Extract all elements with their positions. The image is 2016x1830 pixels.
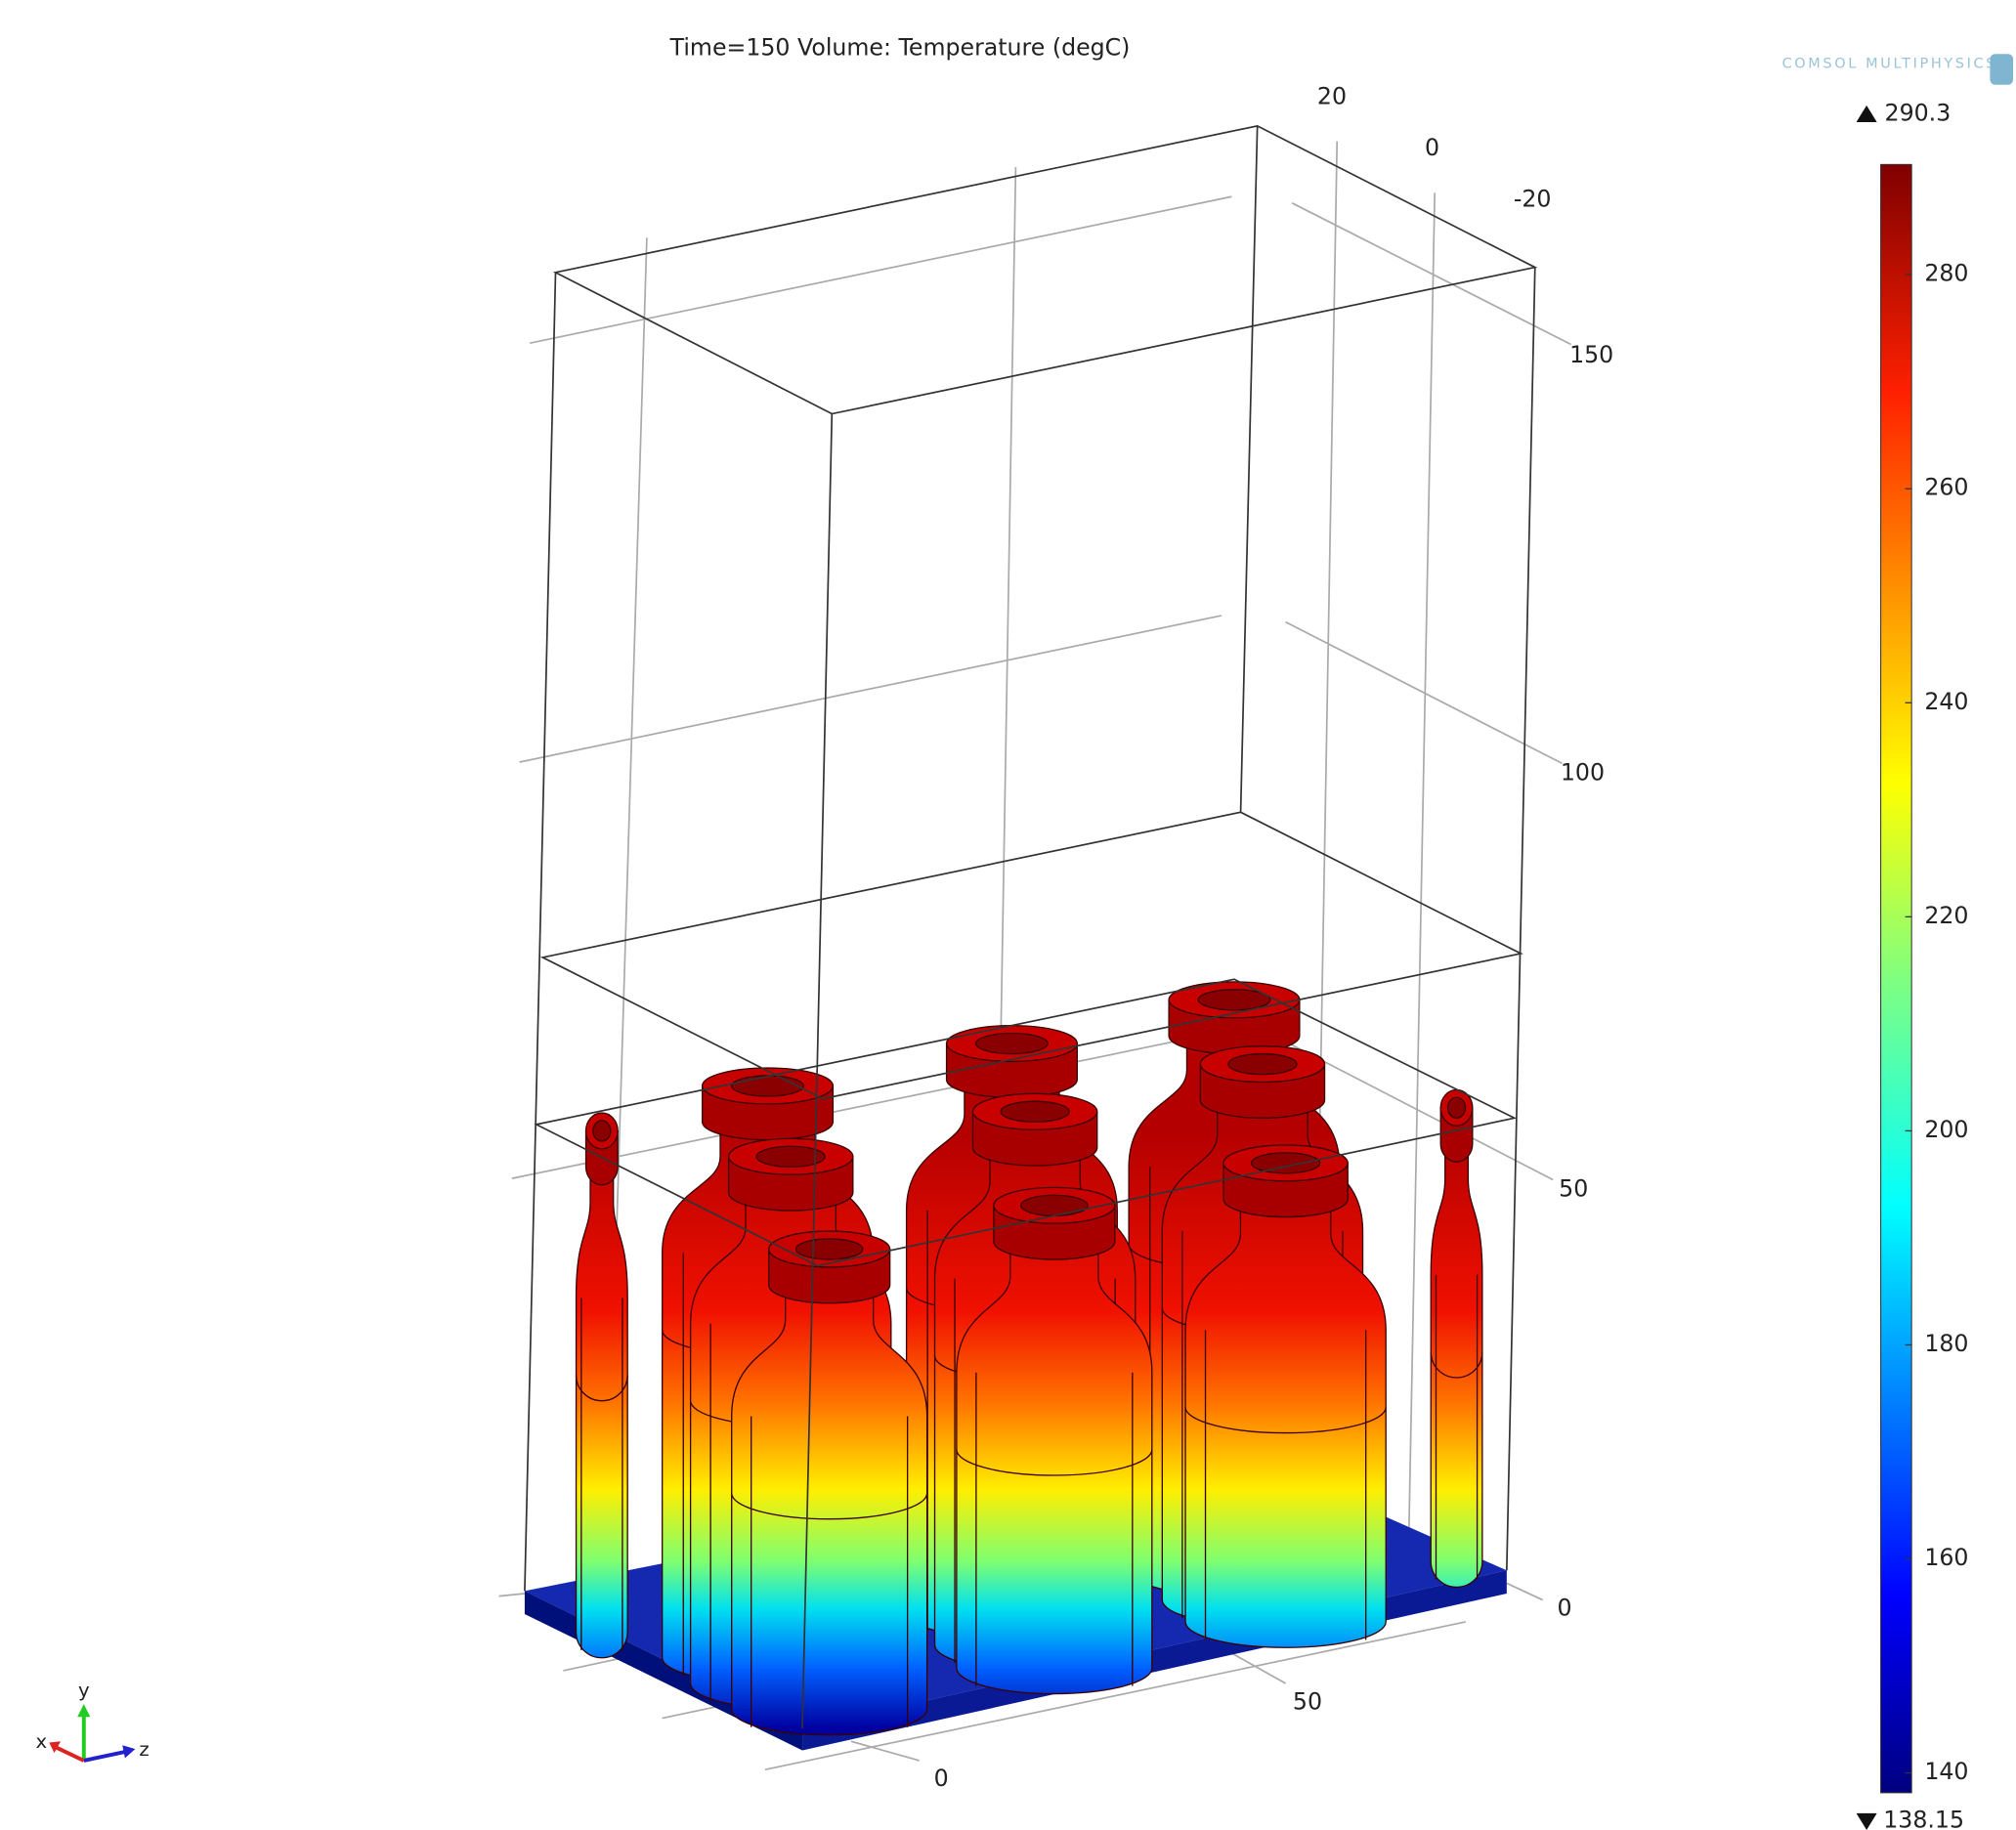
bottle-cap-hole <box>976 1034 1049 1054</box>
bottle-body <box>577 1167 628 1657</box>
axis-tick-label: 50 <box>1559 1174 1588 1202</box>
bottle-cap-hole <box>1001 1101 1069 1122</box>
colorbar-min-label: 138.15 <box>1883 1806 1964 1830</box>
min-marker <box>1857 1813 1877 1830</box>
axis-tick-label: 0 <box>934 1765 949 1792</box>
axis-tick-label: 50 <box>1293 1687 1322 1715</box>
colorbar-tick-label: 240 <box>1924 688 1968 715</box>
bottle-cap-hole <box>593 1121 611 1141</box>
plot-view: Time=150 Volume: Temperature (degC) COMS… <box>0 0 2016 1830</box>
logo: COMSOL MULTIPHYSICS <box>1782 57 1997 72</box>
axis-tick-label: -20 <box>1514 186 1552 213</box>
colorbar-tick-label: 280 <box>1924 260 1968 287</box>
axis-tick-label: 0 <box>1557 1594 1571 1621</box>
axis-tick-label: 20 <box>1317 82 1347 109</box>
colorbar-tick-label: 140 <box>1924 1758 1968 1785</box>
axis-tick-label: 100 <box>1561 758 1605 786</box>
page: {"header": {"title": "Time=150 Volume: T… <box>0 0 2016 1830</box>
axis-tick-label: 0 <box>1425 134 1439 161</box>
colorbar-gradient <box>1881 164 1912 1792</box>
colorbar-tick-label: 220 <box>1924 902 1968 929</box>
bottle-body <box>1431 1144 1482 1588</box>
max-marker <box>1857 106 1877 122</box>
bottles <box>577 982 1482 1735</box>
triad-label: z <box>139 1738 149 1761</box>
plot-title: Time=150 Volume: Temperature (degC) <box>669 33 1131 61</box>
colorbar-tick-label: 200 <box>1924 1116 1968 1143</box>
colorbar-tick-label: 180 <box>1924 1330 1968 1357</box>
bottle-cap-hole <box>1252 1153 1320 1173</box>
colorbar: 280 260 240 220 200 180 160 140 290.3 138.15 <box>1857 100 1969 1830</box>
bottle-cap-hole <box>1021 1195 1088 1215</box>
bottle-cap-hole <box>796 1239 863 1259</box>
colorbar-tick-label: 260 <box>1924 474 1968 501</box>
triad-label: x <box>36 1730 48 1753</box>
bottle-cap-hole <box>732 1076 804 1096</box>
axis-tick-label: 150 <box>1569 341 1613 368</box>
bottle-cap-hole <box>1448 1097 1466 1118</box>
colorbar-tick-label: 160 <box>1924 1544 1968 1571</box>
bottle-cap-hole <box>1228 1054 1297 1075</box>
axis-triad: y x z <box>36 1679 150 1761</box>
colorbar-max-label: 290.3 <box>1885 100 1952 127</box>
logo-icon <box>1990 54 2013 85</box>
triad-label: y <box>78 1679 90 1701</box>
